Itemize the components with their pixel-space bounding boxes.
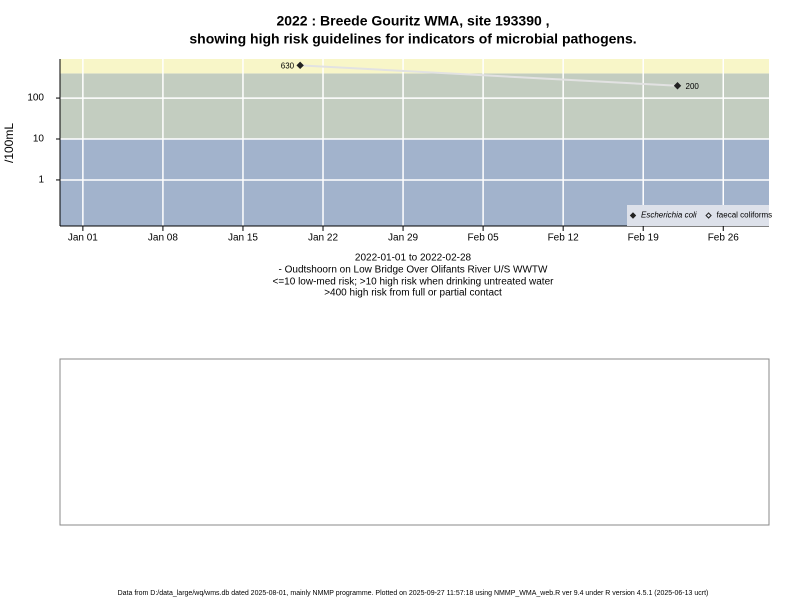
footer: Data from D:/data_large/wq/wms.db dated …: [118, 590, 709, 597]
data-label: 200: [686, 82, 700, 91]
x-tick-label: Feb 26: [708, 233, 740, 244]
x-tick-label: Feb 05: [468, 233, 500, 244]
legend-label: faecal coliforms: [717, 211, 773, 220]
legend-marker: [705, 212, 712, 219]
series-line: [300, 64, 678, 87]
legend-marker: [629, 212, 637, 219]
x-tick-label: Jan 01: [68, 233, 98, 244]
x-tick-label: Jan 08: [148, 233, 178, 244]
subtitle: 2022-01-01 to 2022-02-28: [355, 253, 472, 264]
x-tick-label: Jan 22: [308, 233, 338, 244]
y-tick-label: 100: [27, 93, 44, 104]
subtitle: <=10 low-med risk; >10 high risk when dr…: [273, 277, 555, 288]
data-point: [673, 82, 682, 90]
plot-area: 1 10 100 Jan 01 Jan 08 Jan 15 Jan 22 Jan 29 Feb …: [27, 59, 772, 244]
y-tick-label: 1: [38, 175, 44, 186]
legend-box: [627, 205, 769, 226]
y-tick-label: 10: [33, 134, 45, 145]
x-tick-label: Jan 15: [228, 233, 258, 244]
data-label: 630: [281, 61, 295, 70]
chart-title: showing high risk guidelines for indicat…: [189, 31, 636, 47]
y-axis-label: /100mL: [2, 123, 16, 163]
x-tick-label: Jan 29: [388, 233, 418, 244]
x-tick-label: Feb 19: [628, 233, 660, 244]
data-point: [296, 61, 304, 70]
risk-band: [60, 73, 769, 140]
subtitle: >400 high risk from full or partial cont…: [324, 288, 502, 299]
x-tick-label: Feb 12: [548, 233, 580, 244]
chart-title: 2022 : Breede Gouritz WMA, site 193390 ,: [276, 13, 549, 29]
empty-panel: [59, 358, 770, 526]
legend-label: Escherichia coli: [641, 211, 697, 220]
risk-band: [60, 59, 769, 74]
subtitle: - Oudtshoorn on Low Bridge Over Olifants…: [279, 265, 549, 276]
